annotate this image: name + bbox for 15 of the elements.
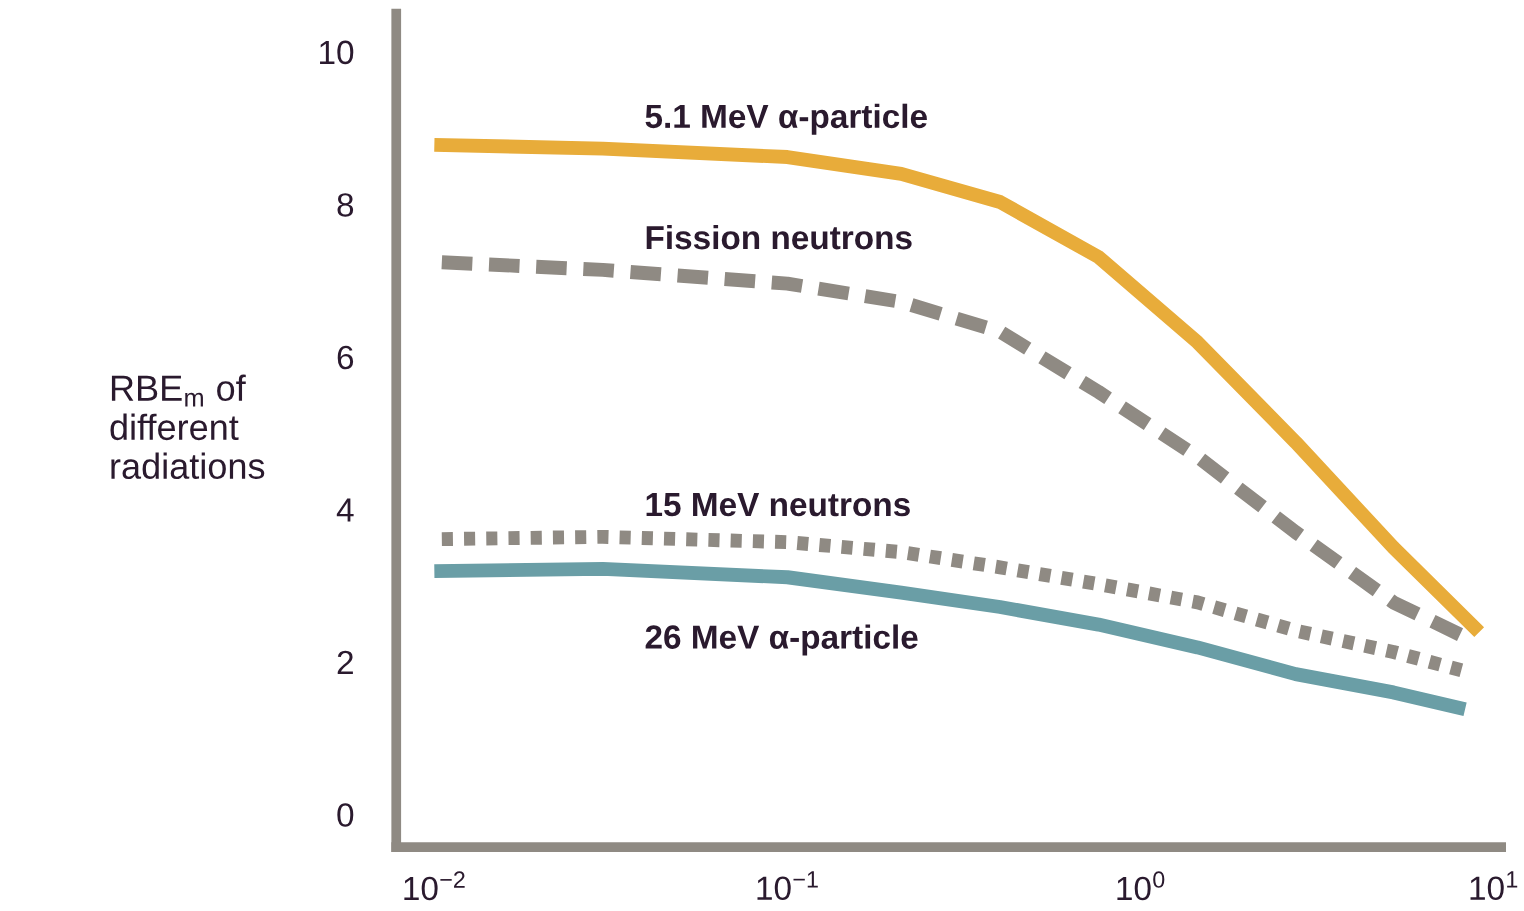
series-label: 5.1 MeV α-particle — [645, 103, 927, 135]
y-tick-label: 0 — [337, 803, 354, 827]
y-tick-label: 2 — [337, 650, 353, 674]
y-tick-label: 8 — [337, 193, 354, 217]
y-axis-title: RBE$_{m}$ of different radiations — [110, 374, 265, 480]
x-tick-label: 10$^{1}$ — [1470, 871, 1518, 901]
y-tick-label: 4 — [336, 498, 354, 522]
y-tick-label: 6 — [337, 345, 354, 370]
series-label: Fission neutrons — [646, 224, 912, 250]
x-tick-label: 10$^{−1}$ — [757, 871, 818, 901]
series-label: 15 MeV neutrons — [646, 493, 910, 517]
series-label: 26 MeV α-particle — [645, 624, 918, 656]
x-tick-label: 10$^{−2}$ — [404, 871, 465, 901]
x-tick-label: 10$^{0}$ — [1117, 871, 1165, 901]
y-tick-label: 10 — [320, 40, 354, 65]
